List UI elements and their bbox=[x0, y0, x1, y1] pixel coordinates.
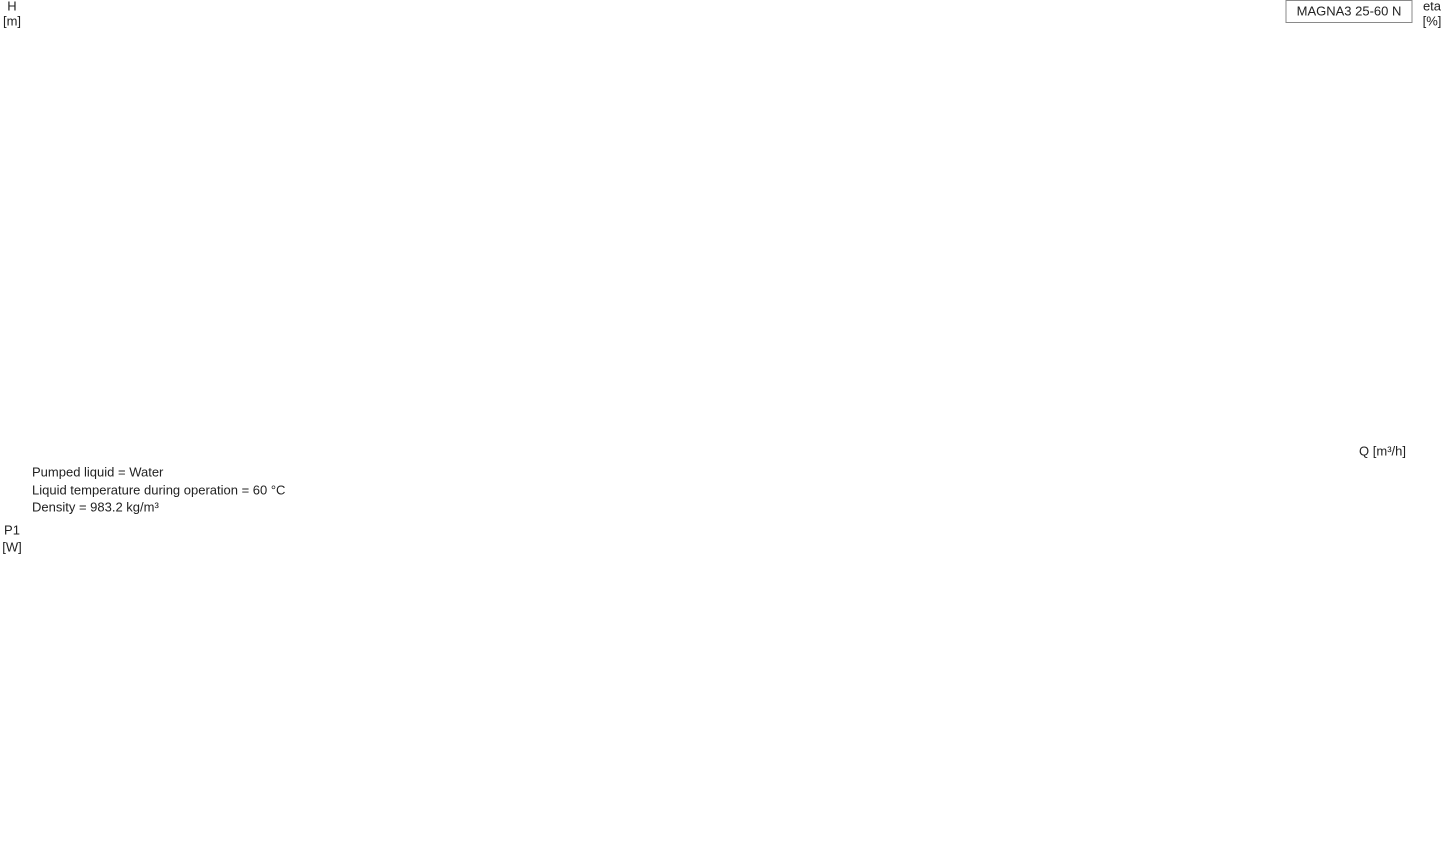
y-axis-label: H bbox=[7, 0, 16, 13]
y-axis-unit: [m] bbox=[3, 13, 21, 28]
chart-title: MAGNA3 25-60 N bbox=[1297, 3, 1402, 18]
annotation: Liquid temperature during operation = 60… bbox=[32, 482, 285, 497]
text-layer: H [m] eta [%] Q [m³/h] MAGNA3 25-60 N Pu… bbox=[2, 0, 1442, 554]
annotation: Pumped liquid = Water bbox=[32, 464, 164, 479]
y2-axis-label: eta bbox=[1423, 0, 1442, 13]
title-box bbox=[1285, 0, 1413, 23]
annotation: Density = 983.2 kg/m³ bbox=[32, 499, 159, 514]
y-axis-unit: [W] bbox=[2, 539, 22, 554]
y2-axis-unit: [%] bbox=[1423, 13, 1442, 28]
x-axis-label: Q [m³/h] bbox=[1359, 443, 1406, 458]
y-axis-label: P1 bbox=[4, 522, 20, 537]
